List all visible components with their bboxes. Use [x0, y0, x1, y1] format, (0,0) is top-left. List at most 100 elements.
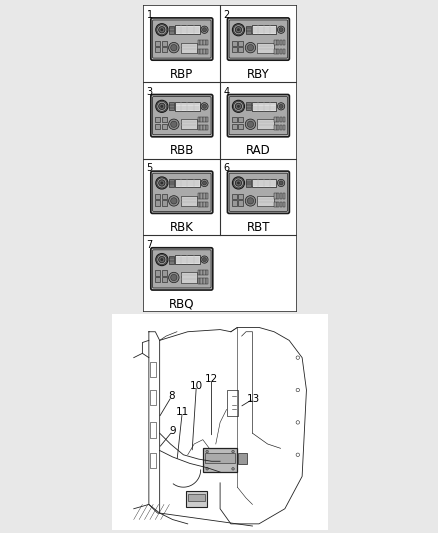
Circle shape — [279, 28, 283, 32]
Bar — [246, 179, 251, 187]
Bar — [274, 117, 276, 122]
Circle shape — [233, 100, 244, 112]
Bar — [274, 40, 276, 45]
Bar — [277, 40, 279, 45]
Bar — [200, 117, 203, 122]
Bar — [155, 124, 160, 129]
Circle shape — [233, 177, 244, 189]
FancyBboxPatch shape — [152, 96, 211, 135]
Bar — [232, 47, 237, 52]
Bar — [162, 277, 167, 282]
Bar — [206, 49, 208, 54]
Text: RBK: RBK — [170, 221, 194, 234]
Circle shape — [235, 103, 242, 109]
Bar — [203, 125, 205, 131]
Text: 1: 1 — [147, 10, 153, 20]
Bar — [162, 194, 167, 199]
Bar — [206, 270, 208, 275]
Bar — [198, 40, 200, 45]
Bar — [203, 278, 205, 284]
Bar — [162, 47, 167, 52]
FancyBboxPatch shape — [152, 250, 211, 288]
Circle shape — [235, 180, 242, 186]
Bar — [144, 159, 220, 235]
Bar — [274, 202, 276, 207]
Circle shape — [202, 28, 206, 32]
Bar — [155, 270, 160, 276]
Text: 2: 2 — [223, 10, 230, 20]
Bar — [283, 193, 285, 199]
Circle shape — [156, 177, 168, 189]
Text: RBQ: RBQ — [169, 297, 194, 311]
Circle shape — [206, 450, 208, 453]
Circle shape — [201, 179, 208, 187]
Bar — [180, 43, 197, 53]
Circle shape — [157, 178, 167, 188]
FancyBboxPatch shape — [227, 171, 290, 213]
Bar — [206, 202, 208, 207]
Circle shape — [169, 119, 179, 130]
Bar — [198, 125, 200, 131]
Bar — [280, 117, 282, 122]
Text: RBB: RBB — [170, 144, 194, 157]
Bar — [274, 125, 276, 131]
Bar — [277, 117, 279, 122]
Bar — [170, 179, 174, 187]
Bar — [277, 49, 279, 54]
Bar — [155, 41, 160, 46]
Bar — [206, 193, 208, 199]
Bar — [144, 235, 220, 312]
Circle shape — [159, 27, 165, 33]
Circle shape — [233, 25, 244, 35]
Bar — [180, 119, 197, 130]
Circle shape — [202, 104, 206, 108]
Circle shape — [169, 272, 179, 282]
Bar — [155, 194, 160, 199]
FancyBboxPatch shape — [227, 94, 290, 137]
Circle shape — [277, 26, 285, 34]
Bar — [232, 200, 237, 206]
Bar — [162, 200, 167, 206]
FancyBboxPatch shape — [229, 96, 288, 135]
Circle shape — [277, 103, 285, 110]
Bar — [203, 448, 237, 472]
Circle shape — [233, 101, 244, 111]
Bar — [257, 196, 274, 206]
Bar — [252, 102, 276, 111]
Bar — [283, 40, 285, 45]
Bar — [162, 124, 167, 129]
Bar — [155, 200, 160, 206]
Bar — [155, 47, 160, 52]
Circle shape — [235, 27, 242, 33]
Bar — [175, 26, 200, 34]
Bar — [232, 124, 237, 129]
Circle shape — [169, 43, 179, 53]
Bar — [170, 102, 174, 110]
Circle shape — [161, 182, 163, 184]
Text: 6: 6 — [223, 163, 229, 173]
Bar — [283, 49, 285, 54]
Bar — [277, 193, 279, 199]
Bar — [203, 270, 205, 275]
Circle shape — [247, 45, 254, 51]
Bar — [283, 117, 285, 122]
Bar — [198, 193, 200, 199]
Circle shape — [171, 121, 177, 127]
Bar — [200, 193, 203, 199]
Bar — [198, 278, 200, 284]
Bar — [206, 125, 208, 131]
Bar — [220, 5, 297, 82]
Text: 12: 12 — [205, 374, 218, 384]
Bar — [283, 125, 285, 131]
Circle shape — [245, 196, 256, 206]
Circle shape — [237, 182, 240, 184]
Bar — [180, 196, 197, 206]
Text: 5: 5 — [147, 163, 153, 173]
Bar — [283, 202, 285, 207]
Bar — [277, 125, 279, 131]
Bar — [280, 125, 282, 131]
Bar — [170, 26, 174, 34]
Bar — [175, 102, 200, 111]
Bar — [203, 202, 205, 207]
FancyBboxPatch shape — [229, 20, 288, 58]
